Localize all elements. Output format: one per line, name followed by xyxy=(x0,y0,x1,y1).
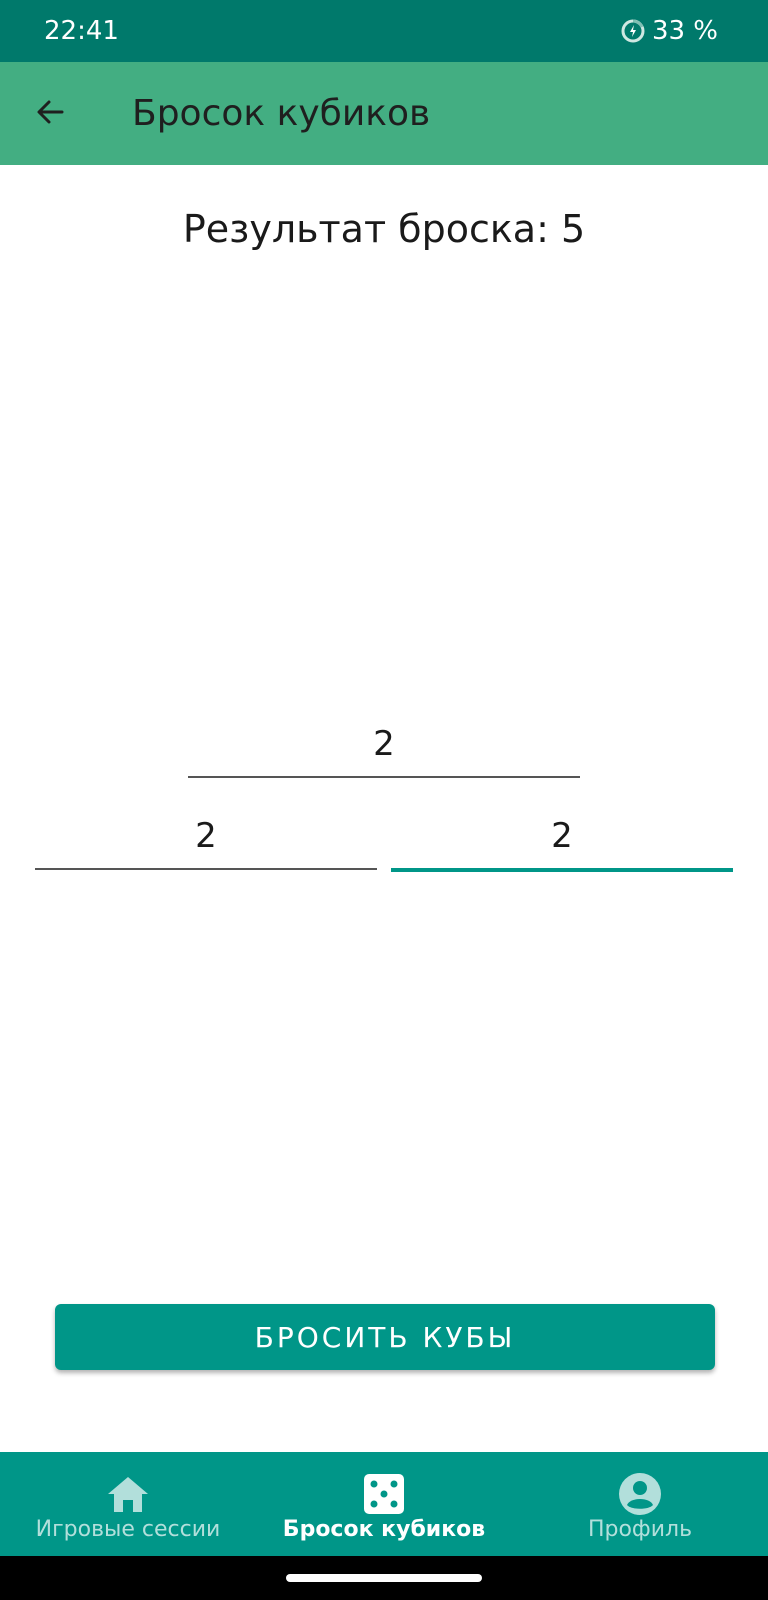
system-navigation-bar xyxy=(0,1556,768,1600)
nav-item-dice-roll[interactable]: Бросок кубиков xyxy=(256,1452,512,1556)
back-button[interactable] xyxy=(20,84,80,144)
home-icon xyxy=(106,1472,150,1516)
arrow-back-icon xyxy=(34,96,66,132)
nav-item-profile[interactable]: Профиль xyxy=(512,1452,768,1556)
dice-field-top[interactable] xyxy=(188,722,580,778)
nav-label-game-sessions: Игровые сессии xyxy=(35,1517,221,1542)
nav-label-profile: Профиль xyxy=(587,1517,693,1542)
dice-field-right[interactable] xyxy=(391,814,733,872)
nav-label-dice-roll: Бросок кубиков xyxy=(282,1517,486,1542)
roll-dice-button[interactable]: БРОСИТЬ КУБЫ xyxy=(55,1304,715,1370)
battery-percent: 33 % xyxy=(651,16,718,46)
app-bar: Бросок кубиков xyxy=(0,62,768,165)
account-circle-icon xyxy=(618,1472,662,1516)
bottom-navigation: Игровые сессии Бросок кубиков Профиль xyxy=(0,1452,768,1556)
status-bar: 22:41 33 % xyxy=(0,0,768,62)
status-time: 22:41 xyxy=(44,16,119,46)
dice-icon xyxy=(362,1472,406,1516)
dice-field-left[interactable] xyxy=(35,814,377,870)
nav-item-game-sessions[interactable]: Игровые сессии xyxy=(0,1452,256,1556)
roll-result-text: Результат броска: 5 xyxy=(182,207,586,251)
page-title: Бросок кубиков xyxy=(132,93,431,134)
battery-saver-icon xyxy=(620,18,646,44)
status-indicators: 33 % xyxy=(620,16,718,46)
home-gesture-handle[interactable] xyxy=(286,1574,482,1582)
